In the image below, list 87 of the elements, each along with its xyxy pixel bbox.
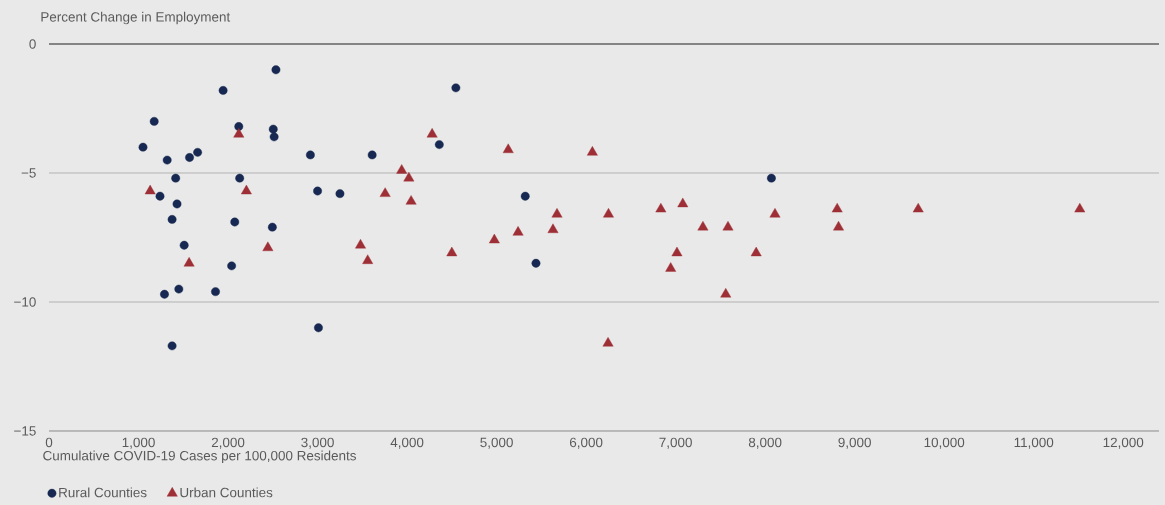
point: [655, 202, 667, 213]
point: [665, 262, 677, 272]
point: [183, 257, 195, 267]
point: [149, 117, 159, 126]
point: [502, 143, 514, 153]
point: [551, 208, 563, 218]
x-tick-label: 11,000: [1014, 437, 1054, 449]
point: [403, 171, 415, 182]
point: [271, 65, 281, 75]
point: [603, 208, 614, 218]
point: [306, 150, 315, 160]
point: [171, 173, 181, 183]
x-tick-label: 10,000: [924, 437, 965, 449]
point: [531, 258, 541, 268]
point: [722, 220, 734, 231]
point: [355, 239, 366, 249]
y-tick-label: 0: [29, 39, 36, 49]
point: [362, 254, 374, 264]
point: [314, 323, 323, 333]
point: [451, 83, 461, 93]
y-axis-title: Percent Change in Employment: [41, 11, 231, 25]
point: [144, 184, 156, 195]
x-tick-label: 1,000: [122, 437, 155, 449]
point: [720, 288, 732, 298]
x-tick-label: 8,000: [748, 437, 782, 449]
point: [367, 150, 377, 160]
point: [1074, 202, 1086, 213]
x-tick-label: 5,000: [480, 437, 513, 449]
x-tick-label: 9,000: [838, 437, 871, 449]
point: [160, 289, 169, 299]
x-tick-label: 6,000: [569, 437, 603, 449]
point: [262, 241, 274, 251]
point: [138, 142, 148, 152]
point: [396, 164, 408, 174]
point: [155, 191, 165, 201]
point: [512, 226, 524, 236]
point: [671, 246, 683, 257]
point: [434, 140, 444, 149]
point: [405, 195, 417, 205]
point: [697, 220, 709, 231]
point: [313, 186, 322, 196]
point: [587, 146, 598, 156]
point: [426, 128, 438, 138]
point: [227, 261, 237, 271]
point: [767, 173, 776, 183]
point: [268, 124, 278, 134]
point: [269, 132, 279, 142]
point: [235, 173, 245, 183]
point: [750, 246, 762, 257]
point: [520, 191, 530, 201]
point: [488, 233, 500, 244]
point: [193, 147, 202, 157]
point: [211, 287, 220, 297]
point: [769, 208, 781, 218]
point: [174, 284, 184, 294]
x-tick-label: 7,000: [659, 437, 692, 449]
x-tick-label: 3,000: [301, 437, 334, 449]
point: [172, 199, 182, 209]
point: [167, 341, 177, 351]
point: [602, 337, 614, 347]
x-axis-title: Cumulative COVID-19 Cases per 100,000 Residents: [43, 450, 356, 464]
point: [446, 246, 458, 257]
legend-label: Urban Counties: [180, 487, 273, 498]
point: [677, 197, 689, 208]
point: [912, 202, 924, 213]
point: [379, 187, 391, 197]
point: [167, 215, 177, 224]
point: [831, 202, 843, 213]
legend-label: Rural Counties: [59, 487, 147, 498]
y-tick-label: −10: [14, 297, 36, 307]
point: [241, 184, 252, 195]
point: [185, 153, 194, 162]
point: [179, 240, 189, 250]
y-tick-label: −5: [21, 168, 36, 178]
x-tick-label: 2,000: [211, 437, 245, 449]
point: [162, 155, 172, 165]
y-tick-label: −15: [14, 426, 36, 436]
point: [218, 86, 228, 95]
x-tick-label: 12,000: [1103, 437, 1144, 449]
point: [335, 189, 345, 199]
point: [233, 128, 245, 138]
point: [547, 223, 559, 233]
x-tick-label: 4,000: [390, 437, 424, 449]
point: [833, 220, 844, 231]
point: [267, 222, 277, 232]
x-tick-label: 0: [45, 437, 53, 448]
point: [230, 217, 240, 227]
